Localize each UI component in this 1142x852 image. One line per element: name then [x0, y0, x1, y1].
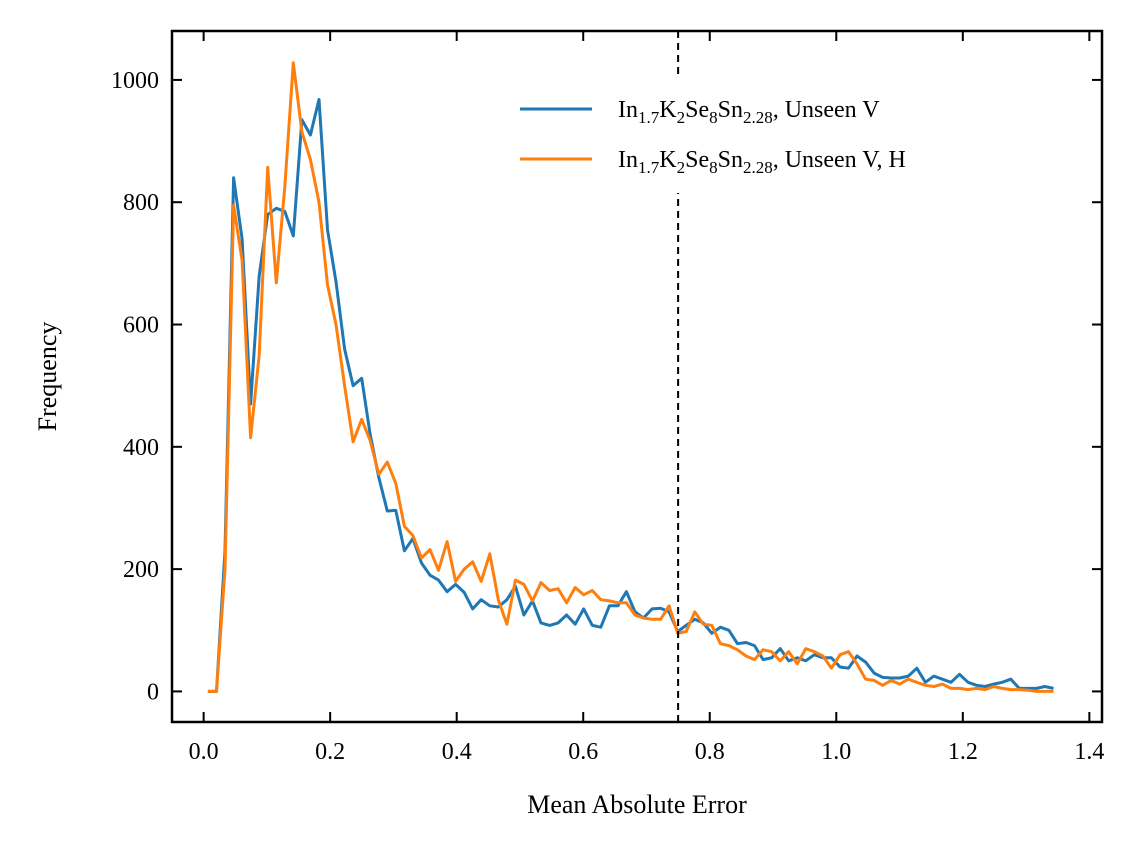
x-tick-label: 1.2	[948, 739, 978, 765]
y-tick-label: 200	[123, 557, 159, 583]
y-tick-label: 1000	[111, 68, 159, 94]
series-line-1	[207, 98, 1054, 693]
x-tick-label: 0.6	[568, 739, 598, 765]
y-tick-label: 800	[123, 190, 159, 216]
axis-ticks: 0.0 0.2 0.4 0.6 0.8 1.0 1.2 1.4 0 200 400 600 800 100…	[111, 31, 1104, 765]
x-tick-label: 1.0	[821, 739, 851, 765]
x-tick-label: 0.8	[695, 739, 725, 765]
x-axis-label: Mean Absolute Error	[527, 790, 747, 819]
x-tick-label: 1.4	[1074, 739, 1104, 765]
x-tick-label: 0.4	[442, 739, 472, 765]
x-tick-label: 0.2	[315, 739, 345, 765]
series-lines	[207, 61, 1054, 693]
y-tick-label: 400	[123, 435, 159, 461]
x-tick-label: 0.0	[189, 739, 219, 765]
legend-label-2: In1.7K2Se8Sn2.28, Unseen V, H	[618, 147, 906, 177]
y-axis-label: Frequency	[33, 322, 62, 432]
legend-label-1: In1.7K2Se8Sn2.28, Unseen V	[618, 97, 880, 127]
legend-background	[505, 78, 1090, 193]
legend: In1.7K2Se8Sn2.28, Unseen V In1.7K2Se8Sn2.…	[505, 78, 1090, 193]
y-tick-label: 0	[147, 679, 159, 705]
y-tick-label: 600	[123, 313, 159, 339]
series-line-2	[207, 61, 1054, 693]
plot-frame	[170, 29, 1104, 724]
